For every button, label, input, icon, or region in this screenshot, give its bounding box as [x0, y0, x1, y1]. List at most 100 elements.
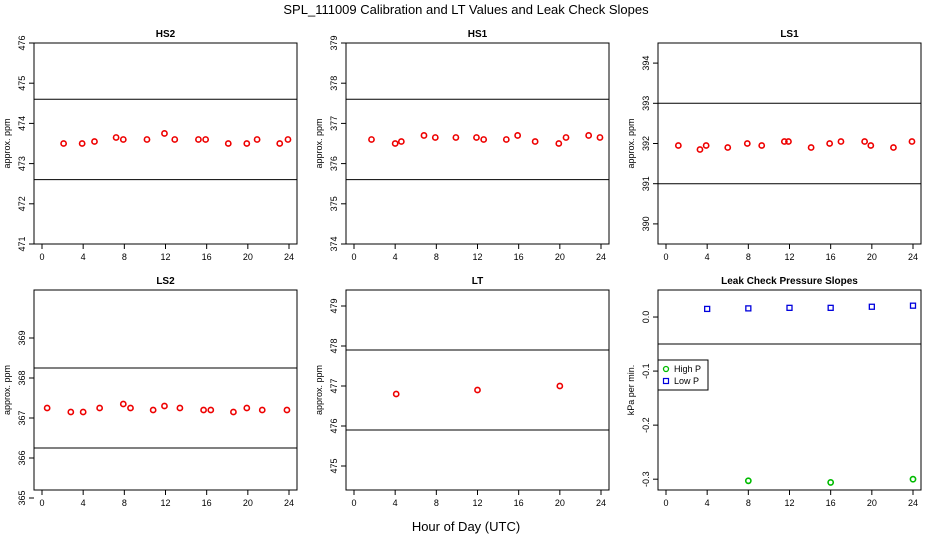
data-point: [531, 138, 539, 145]
y-axis-label: kPa per min.: [626, 365, 636, 416]
data-point: [868, 303, 875, 310]
y-tick-label: -0.3: [641, 471, 651, 487]
y-tick-label: 378: [329, 76, 339, 91]
y-tick-label: 366: [17, 450, 27, 465]
data-point: [743, 140, 751, 147]
panel-1: HS2 approx. ppm 0 4 8 12 16 20 24 471 472 473 474 475…: [2, 29, 298, 262]
data-point: [230, 408, 237, 416]
panel-5: LT approx. ppm 0 4 8 12 16 20 24 475 476 477 478 479: [314, 276, 610, 508]
y-axis-label: approx. ppm: [2, 365, 12, 415]
panel-3: LS1 approx. ppm 0 4 8 12 16 20 24 390 391 392 393 394: [626, 29, 922, 262]
y-tick-label: 475: [17, 76, 27, 91]
x-tick-label: 16: [202, 498, 212, 508]
y-tick-label: 390: [641, 216, 651, 231]
x-tick-label: 4: [705, 252, 710, 262]
data-point: [119, 400, 127, 408]
x-tick-label: 8: [434, 498, 439, 508]
data-point: [724, 144, 732, 151]
data-point: [702, 142, 710, 149]
y-axis-label: approx. ppm: [626, 118, 636, 168]
data-point: [200, 406, 207, 414]
data-point: [431, 134, 439, 141]
y-tick-label: 479: [329, 298, 339, 313]
series-calibration: [43, 400, 291, 416]
y-tick-label: 379: [329, 35, 339, 50]
x-tick-label: 20: [867, 498, 877, 508]
x-tick-label: 0: [39, 252, 44, 262]
x-tick-label: 20: [243, 252, 253, 262]
data-point: [392, 390, 400, 398]
data-point: [195, 136, 202, 143]
x-tick-label: 4: [393, 252, 398, 262]
y-tick-label: -0.2: [641, 417, 651, 433]
y-tick-label: 471: [17, 236, 27, 251]
data-point: [149, 406, 157, 414]
series-calibration: [674, 138, 916, 153]
x-tick-label: 8: [434, 252, 439, 262]
plot-frame: [345, 42, 610, 245]
data-point: [827, 304, 834, 311]
x-tick-label: 24: [284, 252, 294, 262]
data-point: [112, 134, 120, 141]
series-low-p: [704, 302, 917, 313]
series-calibration: [392, 382, 564, 398]
x-tick-label: 12: [784, 498, 794, 508]
panel-title: LS1: [780, 29, 799, 40]
figure-title: SPL_111009 Calibration and LT Values and…: [283, 2, 649, 17]
legend-marker-low-p: [662, 377, 670, 385]
x-tick-label: 4: [705, 498, 710, 508]
y-axis-label: approx. ppm: [2, 118, 12, 168]
data-point: [786, 304, 793, 311]
data-point: [127, 404, 134, 412]
data-point: [202, 136, 210, 143]
y-tick-label: 392: [641, 136, 651, 151]
data-point: [909, 302, 917, 309]
x-tick-label: 20: [243, 498, 253, 508]
y-tick-label: 376: [329, 156, 339, 171]
y-tick-label: 365: [17, 490, 27, 505]
x-tick-label: 8: [122, 252, 127, 262]
y-tick-label: 367: [17, 410, 27, 425]
data-point: [780, 138, 788, 145]
plot-frame: [33, 42, 298, 245]
data-point: [480, 136, 488, 143]
data-point: [890, 144, 897, 151]
data-point: [224, 140, 232, 147]
x-tick-label: 12: [784, 252, 794, 262]
x-tick-label: 24: [284, 498, 294, 508]
data-point: [562, 134, 570, 141]
legend-box: [657, 359, 709, 391]
x-tick-label: 8: [746, 252, 751, 262]
panels: HS2 approx. ppm 0 4 8 12 16 20 24 471 472 473 474 475…: [2, 29, 922, 508]
legend-marker-high-p: [662, 365, 670, 373]
data-point: [474, 386, 481, 394]
data-point: [420, 132, 428, 139]
y-tick-label: 0.0: [641, 311, 651, 324]
data-point: [96, 404, 104, 412]
data-point: [283, 406, 291, 414]
data-point: [79, 408, 87, 416]
data-point: [556, 382, 564, 390]
data-point: [161, 130, 168, 137]
panel-title: LT: [472, 276, 483, 287]
x-tick-label: 20: [555, 252, 565, 262]
x-tick-label: 12: [472, 252, 482, 262]
panel-title: HS1: [468, 29, 488, 40]
y-tick-label: 391: [641, 176, 651, 191]
data-point: [861, 138, 869, 145]
y-tick-label: 394: [641, 56, 651, 71]
x-tick-label: 16: [514, 252, 524, 262]
data-point: [253, 136, 261, 143]
data-point: [502, 136, 510, 143]
data-point: [696, 146, 704, 153]
x-tick-label: 24: [908, 252, 918, 262]
data-point: [745, 305, 752, 312]
x-tick-label: 12: [160, 252, 170, 262]
series-calibration: [368, 132, 604, 147]
y-tick-label: 474: [17, 116, 27, 131]
panel-2: HS1 approx. ppm 0 4 8 12 16 20 24 374 375 376 377 378…: [314, 29, 610, 262]
x-tick-label: 16: [826, 498, 836, 508]
x-tick-label: 0: [663, 498, 668, 508]
data-point: [176, 404, 184, 412]
x-tick-label: 24: [596, 498, 606, 508]
